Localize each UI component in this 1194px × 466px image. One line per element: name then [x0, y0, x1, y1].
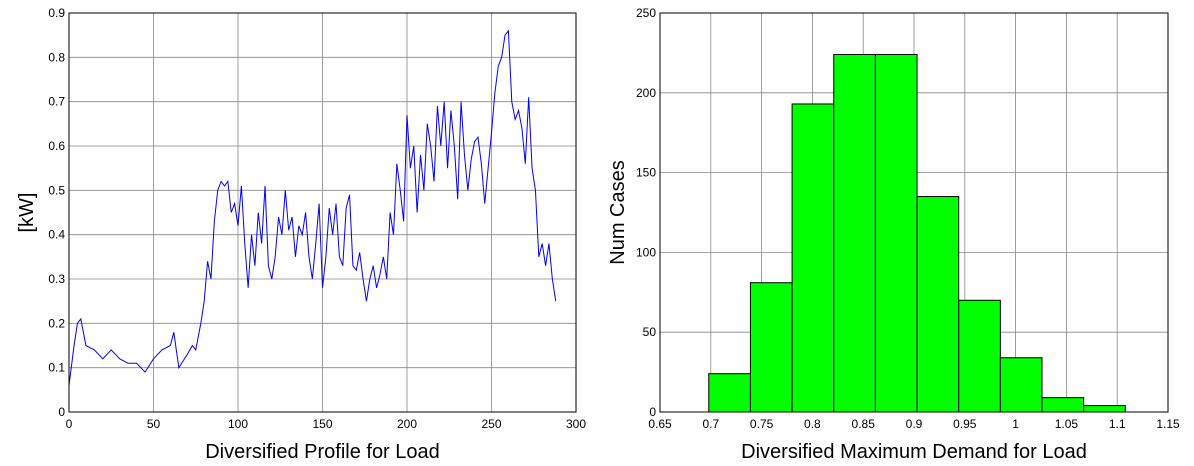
- x-tick-label: 0.9: [906, 417, 923, 431]
- y-tick-label: 0.9: [48, 6, 65, 20]
- x-tick-label: 300: [566, 417, 586, 431]
- x-axis-title: Diversified Maximum Demand for Load: [741, 441, 1087, 463]
- y-tick-label: 50: [643, 325, 657, 339]
- bar: [999, 357, 1043, 413]
- y-tick-label: 100: [636, 245, 656, 259]
- y-tick-label: 0: [649, 405, 656, 419]
- x-tick-label: 1.15: [1156, 417, 1180, 431]
- y-tick-label: 0.8: [48, 50, 65, 64]
- x-tick-label: 1.1: [1109, 417, 1126, 431]
- x-tick-label: 1.05: [1055, 417, 1079, 431]
- bar: [833, 53, 876, 413]
- bar: [958, 299, 1001, 413]
- x-tick-label: 0.85: [852, 417, 876, 431]
- y-tick-label: 0.7: [48, 95, 65, 109]
- y-tick-label: 0.6: [48, 139, 65, 153]
- bar: [1041, 397, 1085, 413]
- x-tick-label: 0.65: [648, 417, 672, 431]
- bar: [874, 53, 918, 413]
- y-axis-title: Num Cases: [607, 160, 629, 264]
- x-tick-label: 1: [1012, 417, 1019, 431]
- y-tick-label: 0.4: [48, 228, 65, 242]
- x-tick-label: 200: [397, 417, 417, 431]
- y-tick-label: 250: [636, 6, 656, 20]
- x-tick-label: 0.95: [953, 417, 977, 431]
- bar: [791, 103, 835, 413]
- x-tick-label: 50: [147, 417, 161, 431]
- bar: [1083, 405, 1126, 413]
- x-tick-label: 0.7: [702, 417, 719, 431]
- plot-frame: [68, 12, 577, 413]
- y-tick-label: 0: [58, 405, 65, 419]
- y-tick-label: 0.5: [48, 183, 65, 197]
- x-tick-label: 0.75: [750, 417, 774, 431]
- y-tick-label: 0.1: [48, 361, 65, 375]
- y-tick-label: 200: [636, 86, 656, 100]
- x-axis-title: Diversified Profile for Load: [205, 441, 440, 463]
- x-tick-label: 0.8: [804, 417, 821, 431]
- x-tick-label: 150: [312, 417, 332, 431]
- x-tick-label: 0: [66, 417, 73, 431]
- bar: [708, 373, 751, 413]
- y-tick-label: 0.3: [48, 272, 65, 286]
- y-tick-label: 0.2: [48, 316, 65, 330]
- x-tick-label: 250: [481, 417, 501, 431]
- bar: [916, 196, 960, 413]
- plot-frame: [659, 12, 1169, 413]
- bar: [749, 282, 793, 413]
- data-line: [68, 29, 557, 386]
- x-tick-label: 100: [228, 417, 248, 431]
- y-tick-label: 150: [636, 166, 656, 180]
- y-axis-title: [kW]: [16, 193, 38, 233]
